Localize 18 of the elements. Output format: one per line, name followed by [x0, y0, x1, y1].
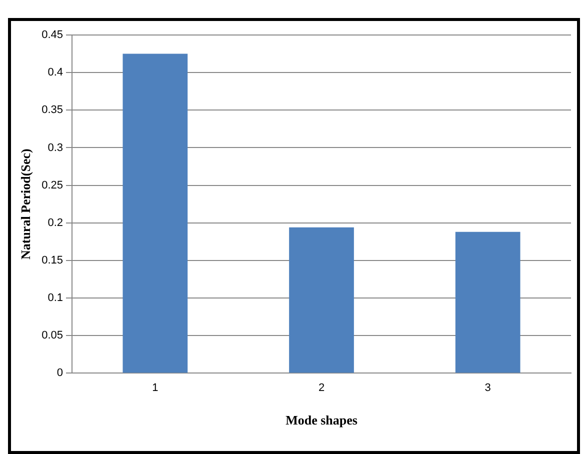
- y-tick-label: 0: [56, 367, 64, 380]
- y-tick-label: 0.15: [42, 254, 64, 266]
- bar: [289, 227, 354, 373]
- x-axis-title: Mode shapes: [286, 412, 358, 428]
- x-tick-label: 3: [484, 382, 491, 394]
- y-tick-label: 0.1: [48, 292, 64, 304]
- bar: [122, 54, 188, 373]
- y-tick-label: 0.2: [48, 216, 64, 229]
- y-axis-title: Natural Period(Sec): [18, 148, 34, 260]
- x-tick-label: 1: [152, 382, 158, 394]
- y-tick-label: 0.05: [42, 330, 64, 342]
- y-tick-label: 0.3: [48, 142, 64, 154]
- bar: [455, 232, 520, 373]
- x-tick-label: 2: [318, 382, 325, 394]
- y-tick-label: 0.35: [42, 104, 64, 116]
- y-tick-label: 0.45: [42, 29, 64, 42]
- y-tick-label: 0.4: [48, 66, 64, 79]
- y-tick-label: 0.25: [42, 179, 64, 192]
